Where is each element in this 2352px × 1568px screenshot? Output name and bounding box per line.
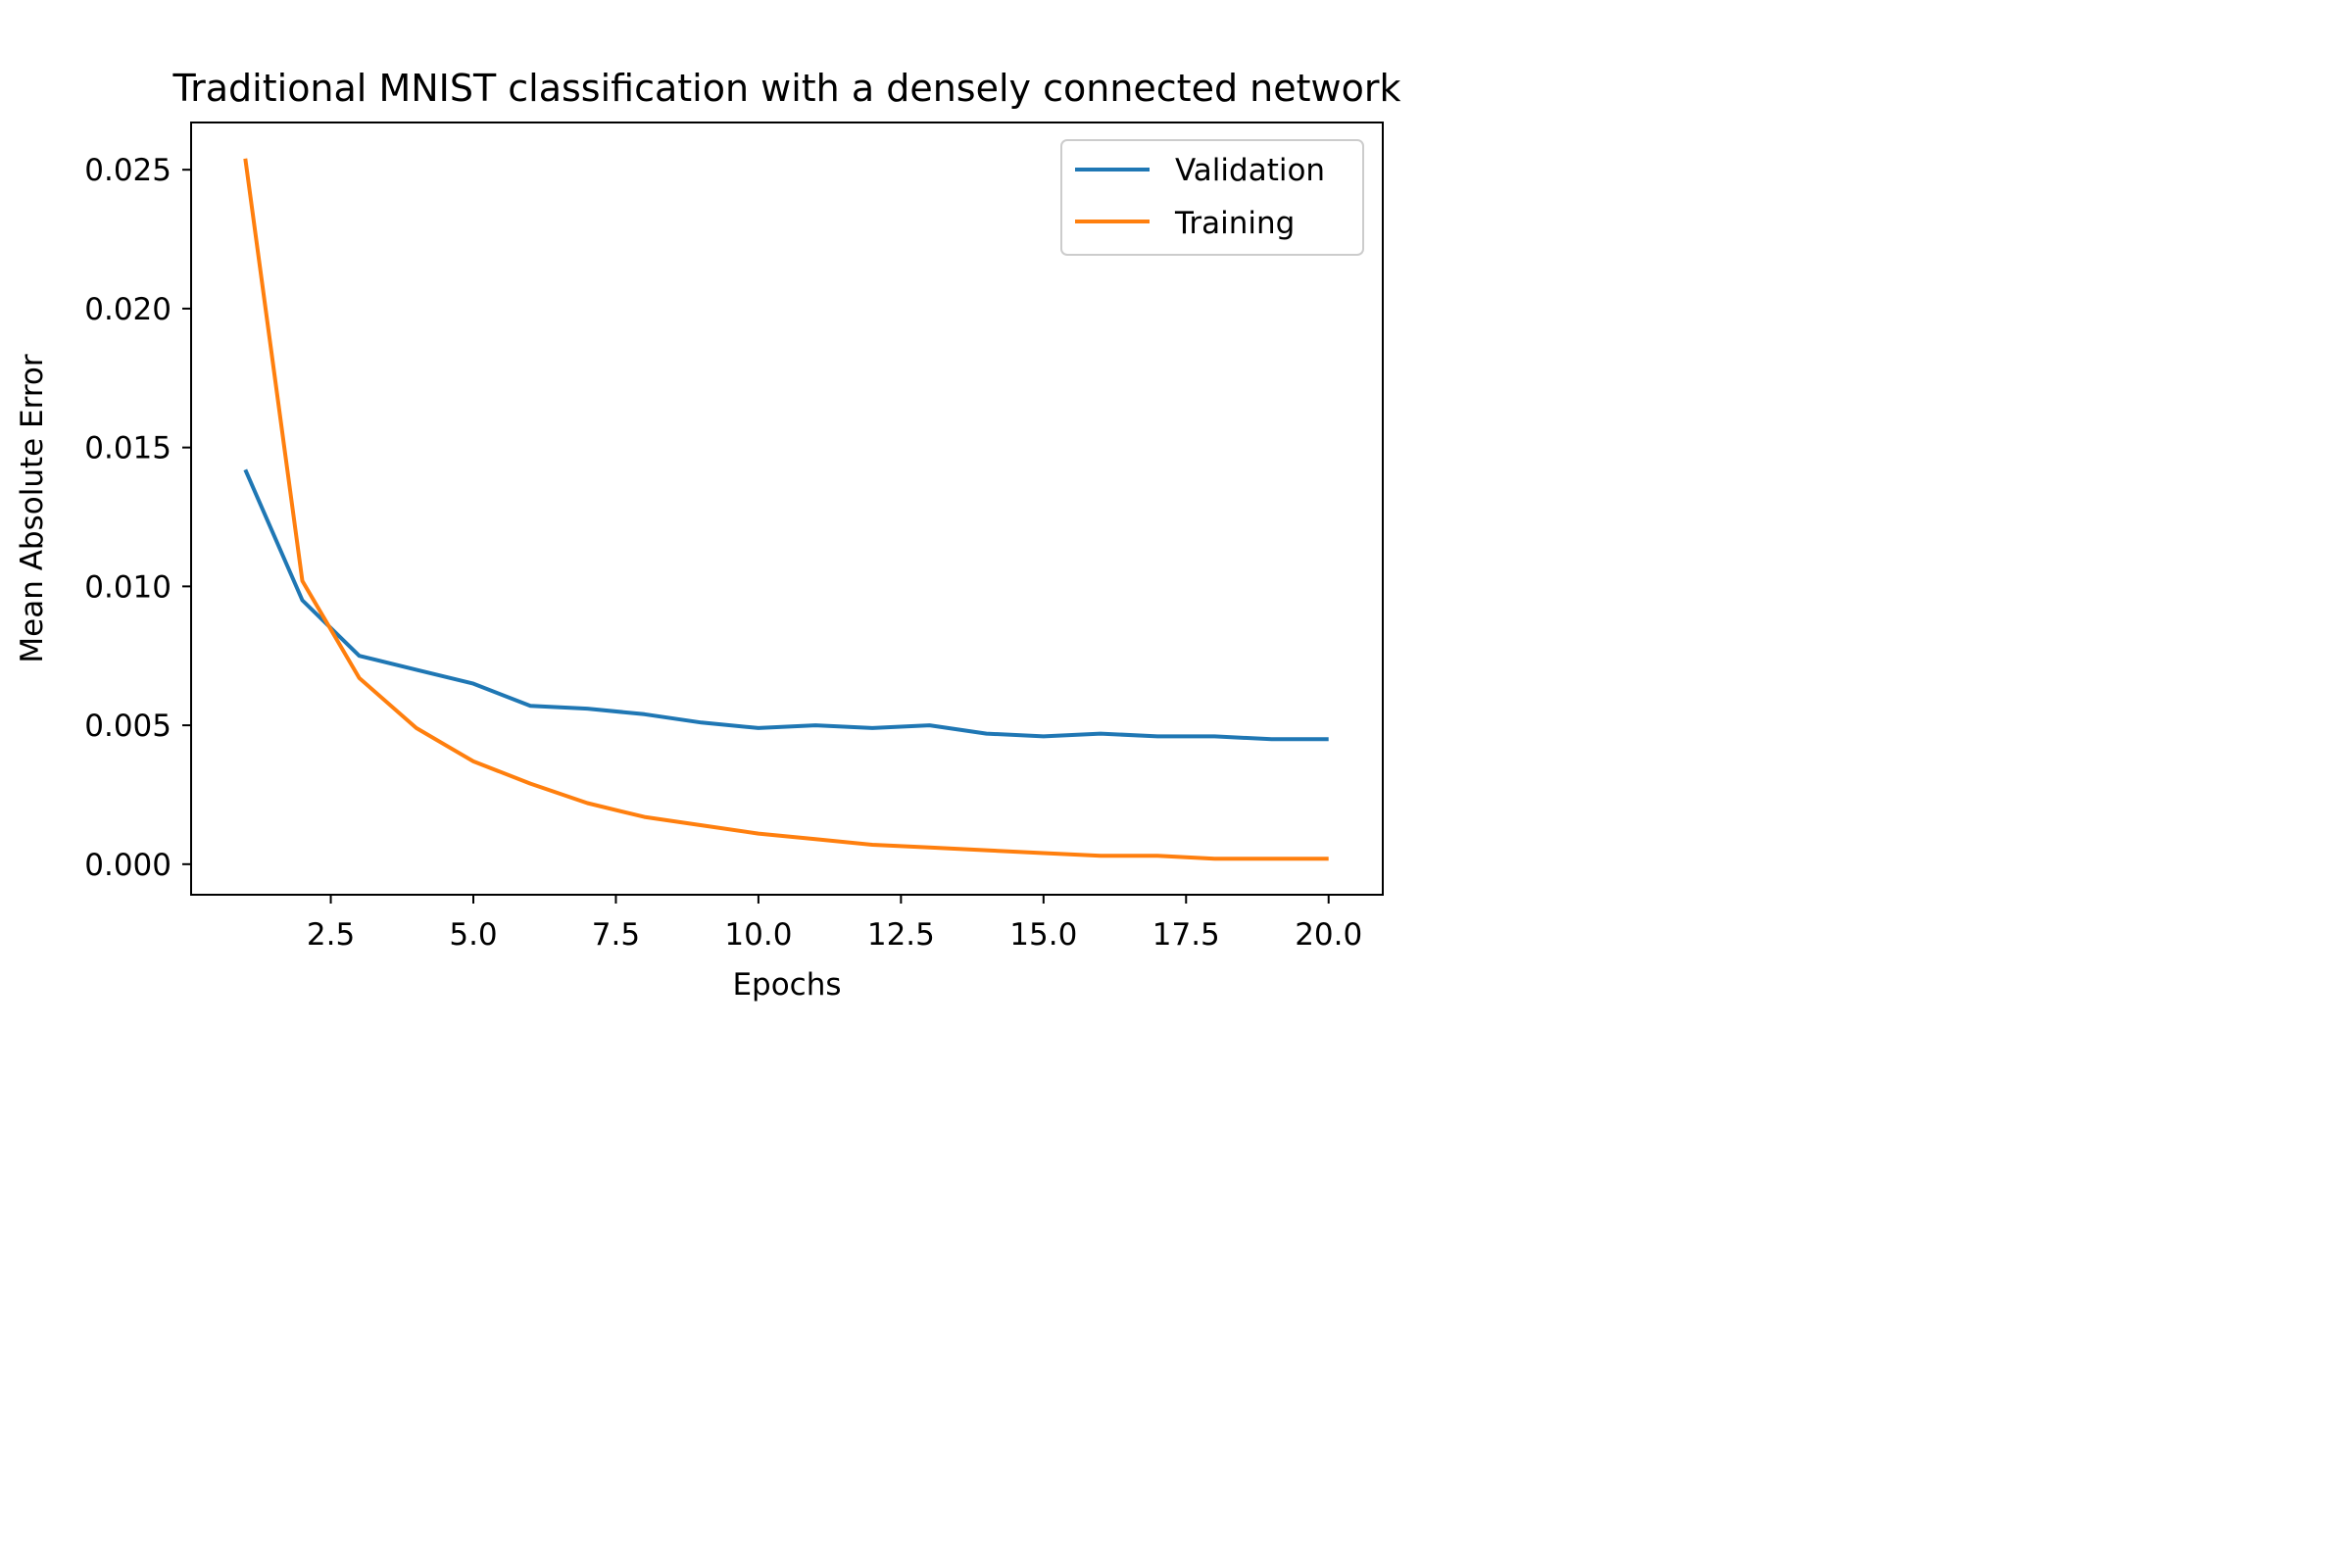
y-tick-label: 0.020 (84, 292, 172, 327)
y-tick-label: 0.010 (84, 569, 172, 605)
x-tick-label: 2.5 (307, 917, 355, 953)
x-axis-label: Epochs (732, 967, 841, 1003)
series-line-validation (243, 468, 1329, 742)
x-tick-label: 17.5 (1152, 917, 1220, 953)
y-tick-label: 0.025 (84, 153, 172, 188)
x-tick-label: 15.0 (1009, 917, 1077, 953)
legend-label-validation: Validation (1175, 153, 1325, 188)
line-chart: Traditional MNIST classification with a … (15, 67, 1401, 1003)
chart-title: Traditional MNIST classification with a … (172, 67, 1401, 110)
y-tick-label: 0.000 (84, 848, 172, 883)
legend-label-training: Training (1174, 206, 1295, 241)
x-tick-label: 12.5 (867, 917, 935, 953)
x-tick-label: 10.0 (724, 917, 792, 953)
y-tick-label: 0.015 (84, 431, 172, 466)
series-line-training (243, 158, 1329, 861)
x-tick-label: 7.5 (592, 917, 640, 953)
y-axis-label: Mean Absolute Error (15, 354, 50, 662)
plot-frame (190, 122, 1384, 896)
y-tick-label: 0.005 (84, 709, 172, 744)
legend: Validation Training (1060, 139, 1364, 256)
x-tick-label: 20.0 (1295, 917, 1362, 953)
x-tick-label: 5.0 (449, 917, 497, 953)
